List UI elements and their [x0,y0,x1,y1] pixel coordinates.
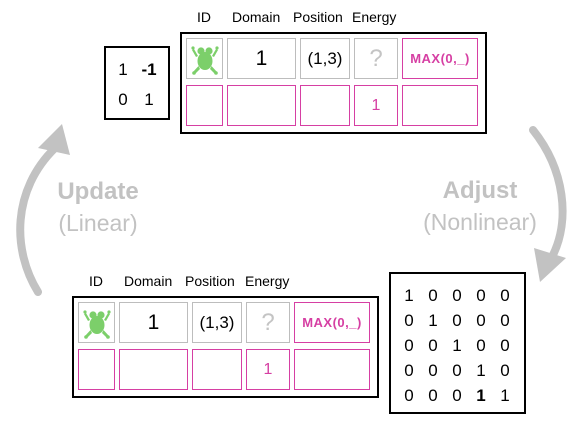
energy-cell: ? [246,302,290,343]
large-matrix-cell: 0 [500,286,510,305]
adjust-arrow [529,126,567,259]
bottom-header-domain: Domain [124,273,173,289]
id-cell [78,302,115,343]
adjust-arrowhead [534,248,566,282]
domain-cell: 1 [119,302,188,343]
large-matrix-cell: 0 [404,386,414,405]
large-matrix-cell: 0 [428,386,438,405]
bottom-table: 1 (1,3) ? MAX(0,_) 1 [72,296,379,398]
large-matrix-cell: 0 [500,361,510,380]
large-matrix-cell: 0 [500,336,510,355]
update-label: Update [57,178,139,205]
large-matrix-cell: 0 [476,311,486,330]
large-matrix-cell: 0 [428,361,438,380]
bottom-header-id: ID [89,273,103,289]
large-matrix-cell: 0 [452,311,462,330]
frog-icon [190,45,219,75]
small-matrix-cell: 1 [144,90,154,109]
energy-cell-row2: 1 [246,349,290,390]
large-matrix-cell: 0 [476,336,486,355]
id-cell-row2 [186,85,223,126]
id-cell-row2 [78,349,115,390]
position-cell-row2 [192,349,242,390]
large-matrix-cell: 0 [452,386,462,405]
domain-cell-row2 [119,349,188,390]
position-cell: (1,3) [300,38,350,79]
adjust-label: Adjust [442,177,518,204]
large-matrix-cell: 0 [476,286,486,305]
large-matrix-cell: 0 [500,311,510,330]
bottom-header-position: Position [185,273,235,289]
small-matrix-cell: 0 [118,90,128,109]
aggregate-cell: MAX(0,_) [294,302,370,343]
update-arrowhead [38,124,70,155]
large-matrix-cell: 0 [428,336,438,355]
domain-cell: 1 [227,38,296,79]
aggregate-cell-row2 [402,85,478,126]
aggregate-cell-row2 [294,349,370,390]
update-sublabel: (Linear) [58,210,138,236]
large-matrix-cell: 0 [428,286,438,305]
large-matrix-cell: 0 [452,361,462,380]
energy-cell-row2: 1 [354,85,398,126]
large-matrix: 1 0 0 0 0 0 1 0 0 0 0 0 1 0 0 0 0 0 1 0 … [389,272,526,414]
large-matrix-cell: 1 [500,386,510,405]
large-matrix-cell: 0 [404,361,414,380]
top-header-domain: Domain [232,9,281,25]
frog-icon [82,309,111,339]
bottom-header-energy: Energy [245,273,290,289]
large-matrix-cell: 1 [452,336,462,355]
position-cell: (1,3) [192,302,242,343]
large-matrix-cell: 1 [404,286,414,305]
large-matrix-cell: 1 [476,361,486,380]
aggregate-cell: MAX(0,_) [402,38,478,79]
large-matrix-cell: 0 [404,311,414,330]
small-matrix-cell: 1 [118,60,128,79]
small-matrix-cell: -1 [141,60,157,79]
large-matrix-cell: 1 [428,311,438,330]
update-arrow [16,144,59,296]
top-table: 1 (1,3) ? MAX(0,_) 1 [180,32,487,134]
top-header-id: ID [197,9,211,25]
top-header-position: Position [293,9,343,25]
id-cell [186,38,223,79]
large-matrix-cell: 0 [404,336,414,355]
position-cell-row2 [300,85,350,126]
domain-cell-row2 [227,85,296,126]
large-matrix-cell: 0 [452,286,462,305]
top-header-energy: Energy [352,9,397,25]
energy-cell: ? [354,38,398,79]
adjust-sublabel: (Nonlinear) [423,209,537,235]
large-matrix-cell: 1 [476,386,486,405]
small-matrix: 1 -1 0 1 [104,46,170,120]
